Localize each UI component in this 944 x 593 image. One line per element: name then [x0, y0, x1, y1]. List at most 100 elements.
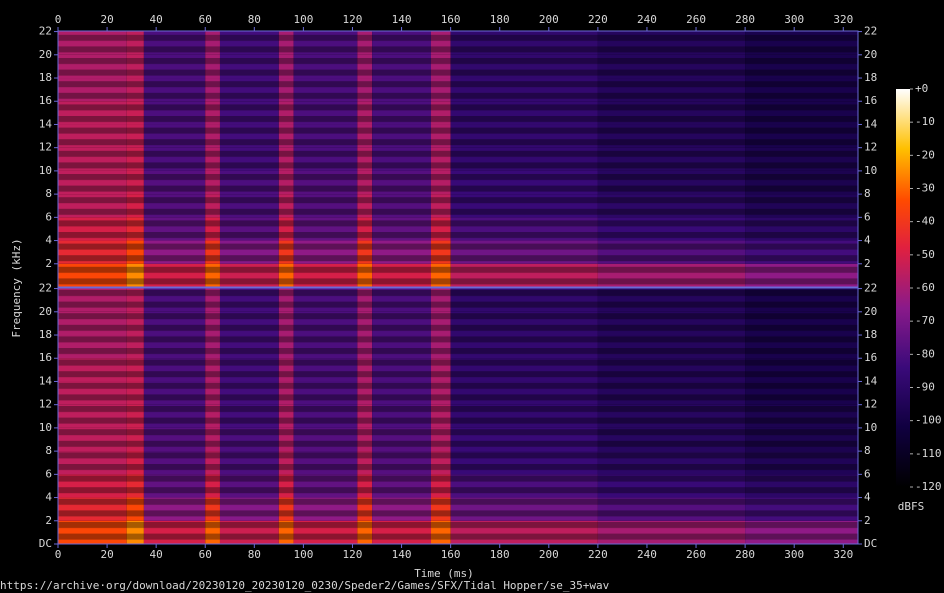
y-tick-label: 16: [39, 94, 52, 107]
y-tick-label: 8: [45, 444, 52, 457]
y-tick-label-right: 18: [864, 328, 877, 341]
x-tick-label: 280: [735, 13, 755, 26]
plot-frame: [57, 287, 859, 545]
y-tick-label: 6: [45, 467, 52, 480]
y-tick-label: DC: [39, 537, 52, 550]
colorbar-tick-label: -10: [915, 115, 935, 128]
x-tick-label: 200: [539, 13, 559, 26]
y-tick-label-right: 2: [864, 257, 871, 270]
x-tick-label: 0: [55, 13, 62, 26]
y-tick-label: 18: [39, 328, 52, 341]
x-tick-label: 300: [784, 13, 804, 26]
y-tick-label-right: 10: [864, 421, 877, 434]
y-tick-label-right: 12: [864, 398, 877, 411]
x-tick-label: 60: [199, 548, 212, 561]
y-tick-label: 8: [45, 187, 52, 200]
harmonic-texture: [58, 31, 858, 287]
y-tick-label-right: 14: [864, 374, 878, 387]
x-tick-label: 180: [490, 13, 510, 26]
colorbar-tick-label: -80: [915, 347, 935, 360]
y-tick-label-right: 16: [864, 351, 877, 364]
y-tick-label: 2: [45, 514, 52, 527]
y-tick-label-right: 20: [864, 305, 877, 318]
x-tick-label: 320: [833, 548, 853, 561]
x-tick-label: 280: [735, 548, 755, 561]
y-tick-label-right: 20: [864, 48, 877, 61]
y-tick-label: 2: [45, 257, 52, 270]
y-tick-label-right: 14: [864, 117, 878, 130]
colorbar-tick-label: -30: [915, 182, 935, 195]
y-tick-label-right: 2: [864, 514, 871, 527]
y-tick-label-right: 18: [864, 71, 877, 84]
x-tick-label: 80: [248, 13, 261, 26]
y-tick-label-right: 4: [864, 234, 871, 247]
x-tick-label: 320: [833, 13, 853, 26]
x-tick-label: 240: [637, 548, 657, 561]
colorbar: [896, 89, 910, 487]
y-tick-label: 18: [39, 71, 52, 84]
colorbar-tick-label: -50: [915, 248, 935, 261]
y-tick-label: 12: [39, 141, 52, 154]
x-tick-label: 100: [293, 13, 313, 26]
x-tick-label: 260: [686, 548, 706, 561]
y-tick-label-right: 22: [864, 25, 877, 38]
y-tick-label: 4: [45, 234, 52, 247]
colorbar-tick-label: -20: [915, 148, 935, 161]
colorbar-tick-label: -120: [915, 480, 942, 493]
x-tick-label: 260: [686, 13, 706, 26]
x-tick-label: 40: [150, 13, 163, 26]
y-tick-label-right: 22: [864, 282, 877, 295]
footer: https://archive·org/download/20230120_20…: [0, 579, 610, 592]
colorbar-tick-label: -110: [915, 447, 942, 460]
y-axis-label: Frequency (kHz): [10, 238, 23, 337]
x-axis-label: Time (ms): [414, 567, 474, 580]
y-tick-label: 10: [39, 164, 52, 177]
x-tick-label: 180: [490, 548, 510, 561]
plot-frame: [57, 30, 859, 288]
y-tick-label-right: 6: [864, 210, 871, 223]
y-tick-label: 12: [39, 398, 52, 411]
y-tick-label: 4: [45, 491, 52, 504]
x-tick-label: 240: [637, 13, 657, 26]
y-tick-label-right: 4: [864, 491, 871, 504]
x-tick-label: 120: [343, 548, 363, 561]
colorbar-tick-label: -70: [915, 314, 935, 327]
x-tick-label: 200: [539, 548, 559, 561]
x-tick-label: 160: [441, 548, 461, 561]
x-tick-label: 140: [392, 13, 412, 26]
y-tick-label-right: DC: [864, 537, 877, 550]
y-tick-label: 14: [39, 374, 53, 387]
colorbar-tick-label: +0: [915, 82, 928, 95]
colorbar-tick-label: -40: [915, 215, 935, 228]
x-tick-label: 60: [199, 13, 212, 26]
x-tick-label: 40: [150, 548, 163, 561]
x-tick-label: 140: [392, 548, 412, 561]
y-tick-label-right: 12: [864, 141, 877, 154]
colorbar-tick-label: -90: [915, 381, 935, 394]
x-tick-label: 20: [100, 13, 113, 26]
y-tick-label-right: 8: [864, 187, 871, 200]
y-tick-label: 22: [39, 282, 52, 295]
y-tick-label: 20: [39, 305, 52, 318]
x-tick-label: 220: [588, 548, 608, 561]
x-tick-label: 20: [100, 548, 113, 561]
colorbar-tick-label: -60: [915, 281, 935, 294]
y-tick-label: 6: [45, 210, 52, 223]
x-tick-label: 80: [248, 548, 261, 561]
colorbar-tick-label: -100: [915, 414, 942, 427]
y-tick-label-right: 6: [864, 467, 871, 480]
x-tick-label: 160: [441, 13, 461, 26]
harmonic-texture: [58, 288, 858, 544]
y-tick-label-right: 10: [864, 164, 877, 177]
y-tick-label-right: 16: [864, 94, 877, 107]
y-tick-label: 10: [39, 421, 52, 434]
y-tick-label-right: 8: [864, 444, 871, 457]
x-tick-label: 300: [784, 548, 804, 561]
y-tick-label: 16: [39, 351, 52, 364]
x-tick-label: 100: [293, 548, 313, 561]
x-tick-label: 0: [55, 548, 62, 561]
y-tick-label: 14: [39, 117, 53, 130]
y-tick-label: 22: [39, 25, 52, 38]
